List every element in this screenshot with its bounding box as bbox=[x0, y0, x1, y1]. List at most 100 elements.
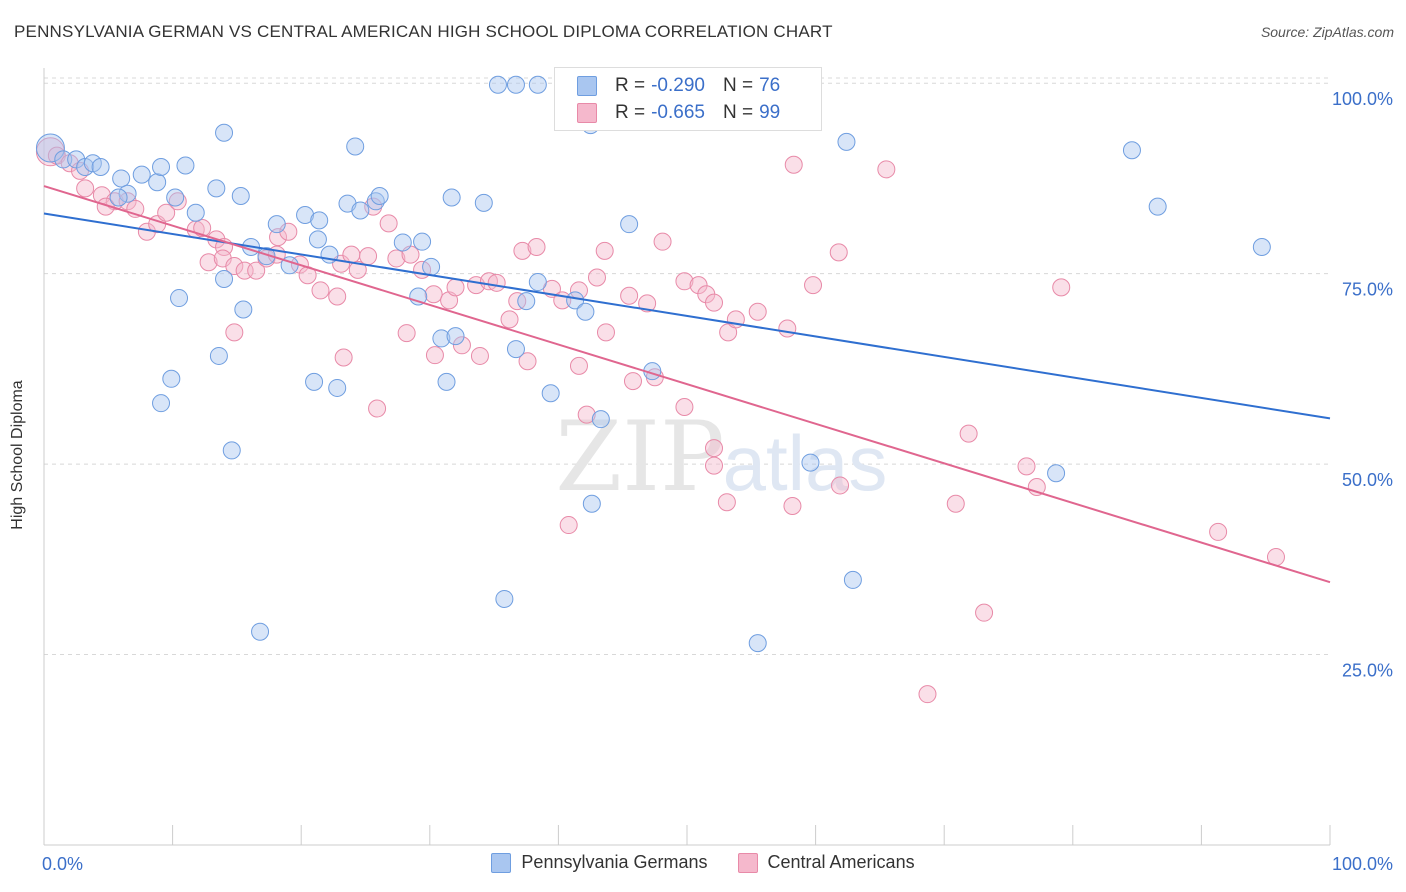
data-point bbox=[397, 324, 416, 343]
data-point bbox=[328, 378, 347, 397]
x-tick-label: 0.0% bbox=[42, 854, 83, 874]
data-point bbox=[112, 169, 131, 188]
data-point bbox=[328, 287, 347, 306]
trend-line bbox=[43, 185, 1331, 584]
data-point bbox=[705, 456, 724, 475]
data-point bbox=[717, 493, 736, 512]
data-point bbox=[506, 75, 525, 94]
data-point bbox=[222, 441, 241, 460]
data-point bbox=[620, 286, 639, 305]
data-point bbox=[207, 179, 226, 198]
data-point bbox=[199, 253, 218, 272]
data-point bbox=[387, 249, 406, 268]
data-point bbox=[231, 186, 250, 205]
data-point bbox=[91, 158, 110, 177]
data-point bbox=[595, 241, 614, 260]
data-point bbox=[209, 346, 228, 365]
data-point bbox=[269, 228, 288, 247]
data-point bbox=[310, 211, 329, 230]
data-point bbox=[424, 285, 443, 304]
data-point bbox=[118, 192, 137, 211]
legend-swatch-blue bbox=[491, 852, 512, 873]
data-point bbox=[152, 158, 171, 177]
data-point bbox=[705, 293, 724, 312]
grid-lines bbox=[44, 77, 1330, 656]
data-point bbox=[308, 230, 327, 249]
data-point bbox=[234, 300, 253, 319]
data-point bbox=[591, 410, 610, 429]
data-point bbox=[442, 188, 461, 207]
data-point bbox=[569, 356, 588, 375]
data-point bbox=[495, 589, 514, 608]
data-point bbox=[162, 369, 181, 388]
legend-n-value: 76 bbox=[759, 75, 781, 96]
data-point bbox=[148, 173, 167, 192]
data-point bbox=[513, 241, 532, 260]
data-point bbox=[1122, 141, 1141, 160]
legend-row-blue: R = -0.290 N = 76 bbox=[577, 73, 780, 99]
data-point bbox=[1148, 197, 1167, 216]
data-point bbox=[76, 179, 95, 198]
data-point bbox=[528, 273, 547, 292]
data-point bbox=[370, 186, 389, 205]
data-point bbox=[689, 276, 708, 295]
data-point bbox=[829, 243, 848, 262]
data-point bbox=[576, 302, 595, 321]
y-tick-label: 100.0% bbox=[1332, 89, 1393, 109]
source-label: Source: ZipAtlas.com bbox=[1260, 24, 1394, 40]
data-point bbox=[577, 405, 596, 424]
legend-n-label: N = bbox=[722, 75, 754, 96]
y-tick-label: 75.0% bbox=[1342, 280, 1393, 300]
data-point bbox=[193, 218, 212, 237]
legend-label: Central Americans bbox=[767, 852, 915, 872]
data-point bbox=[975, 603, 994, 622]
stats-legend: R = -0.290 N = 76 R = -0.665 N = 99 bbox=[554, 67, 822, 131]
data-point bbox=[508, 292, 527, 311]
data-point bbox=[623, 372, 642, 391]
data-point bbox=[452, 336, 471, 355]
data-point bbox=[267, 215, 286, 234]
data-point bbox=[517, 292, 536, 311]
data-point bbox=[296, 206, 315, 225]
trend-line bbox=[43, 212, 1331, 420]
data-point bbox=[109, 188, 128, 207]
legend-swatch-blue bbox=[577, 76, 597, 96]
data-point bbox=[215, 123, 234, 142]
data-point bbox=[157, 203, 176, 222]
watermark-atlas: atlas bbox=[723, 419, 888, 507]
data-point bbox=[959, 424, 978, 443]
data-point bbox=[877, 160, 896, 179]
data-point bbox=[748, 634, 767, 653]
data-point bbox=[348, 260, 367, 279]
data-point bbox=[346, 137, 365, 156]
legend-label: Pennsylvania Germans bbox=[521, 852, 708, 872]
legend-n-label: N = bbox=[722, 102, 754, 123]
data-point bbox=[35, 133, 65, 163]
series-pennsylvania-germans bbox=[35, 75, 1271, 653]
data-point bbox=[186, 203, 205, 222]
data-point bbox=[778, 319, 797, 338]
legend-item-pennsylvania-germans: Pennsylvania Germans bbox=[491, 852, 708, 873]
data-point bbox=[351, 201, 370, 220]
data-point bbox=[620, 215, 639, 234]
series-legend: Pennsylvania Germans Central Americans bbox=[0, 852, 1406, 873]
data-point bbox=[1047, 464, 1066, 483]
data-point bbox=[413, 232, 432, 251]
data-point bbox=[470, 346, 489, 365]
data-point bbox=[541, 384, 560, 403]
data-point bbox=[166, 188, 185, 207]
data-point bbox=[506, 340, 525, 359]
data-point bbox=[334, 348, 353, 367]
legend-r-value: -0.665 bbox=[651, 102, 705, 123]
data-point bbox=[176, 156, 195, 175]
data-point bbox=[225, 257, 244, 276]
data-point bbox=[305, 372, 324, 391]
data-point bbox=[675, 397, 694, 416]
data-point bbox=[152, 394, 171, 413]
data-point bbox=[446, 327, 465, 346]
data-point bbox=[596, 323, 615, 342]
data-point bbox=[257, 247, 276, 266]
legend-swatch-pink bbox=[577, 103, 597, 123]
legend-swatch-pink bbox=[737, 852, 758, 873]
data-point bbox=[487, 273, 506, 292]
